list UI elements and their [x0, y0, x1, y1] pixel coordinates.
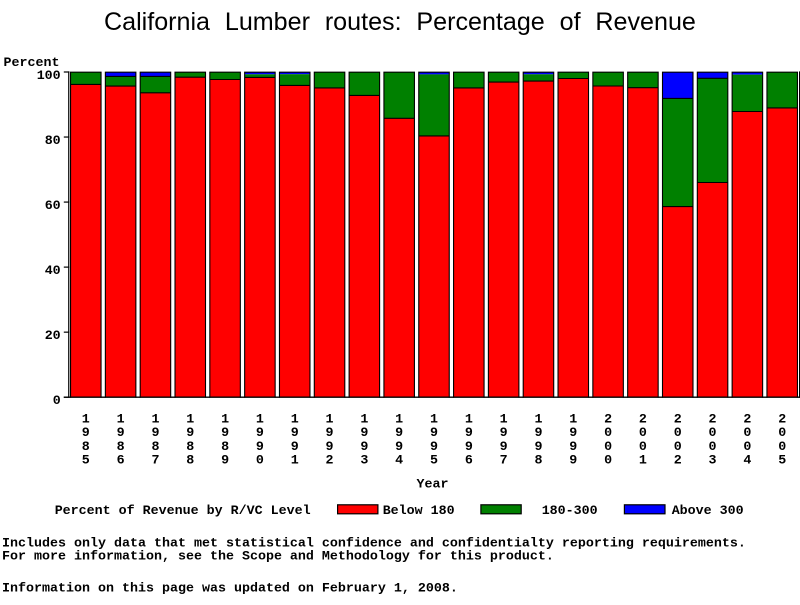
svg-text:80: 80: [45, 134, 61, 149]
svg-text:Percent of Revenue by R/VC Lev: Percent of Revenue by R/VC Level: [55, 504, 311, 519]
svg-text:California Lumber routes: Perc: California Lumber routes: Percentage of …: [104, 8, 696, 36]
svg-text:40: 40: [45, 264, 61, 279]
svg-text:100: 100: [37, 69, 61, 84]
svg-text:0: 0: [53, 394, 61, 409]
svg-text:Above 300: Above 300: [672, 504, 744, 519]
svg-text:180-300: 180-300: [542, 504, 598, 519]
svg-text:Below 180: Below 180: [383, 504, 455, 519]
svg-text:Information on this page was u: Information on this page was updated on …: [2, 582, 458, 597]
svg-text:20: 20: [45, 329, 61, 344]
svg-text:Percent: Percent: [4, 56, 60, 71]
svg-text:Year: Year: [417, 478, 449, 493]
svg-text:Includes only data that met st: Includes only data that met statistical …: [2, 536, 746, 551]
svg-text:60: 60: [45, 199, 61, 214]
svg-text:For more information, see the: For more information, see the Scope and …: [2, 550, 554, 565]
